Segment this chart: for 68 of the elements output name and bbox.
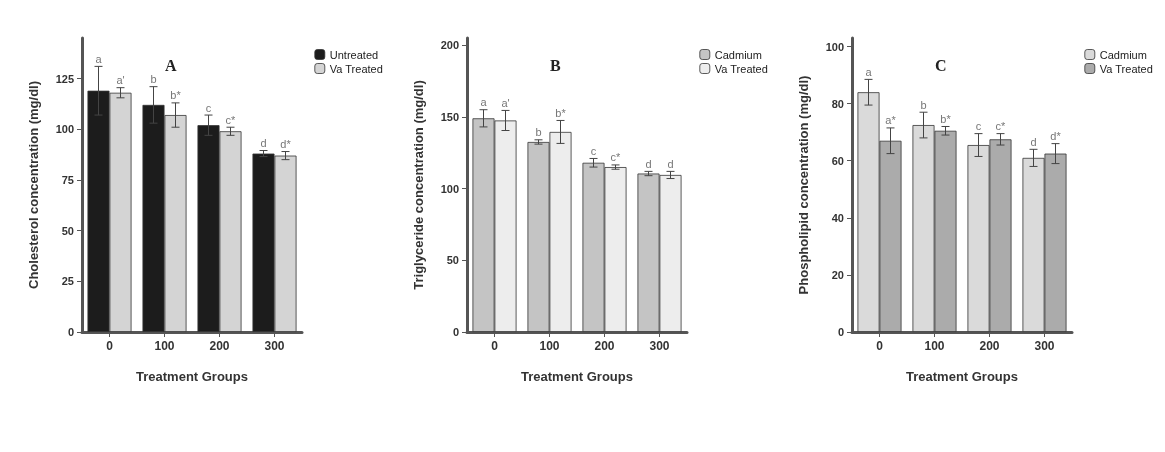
y-tick-label: 100 bbox=[440, 182, 459, 195]
data-label: a' bbox=[501, 96, 510, 109]
legend-label: Cadmium bbox=[714, 48, 762, 61]
data-label: b* bbox=[170, 89, 182, 102]
y-axis-title: Triglyceride concentration (mg/dl) bbox=[411, 80, 426, 290]
legend-label: Va Treated bbox=[714, 62, 768, 75]
y-tick-label: 200 bbox=[440, 39, 459, 52]
x-tick-label: 200 bbox=[594, 339, 615, 353]
y-tick-label: 100 bbox=[55, 123, 74, 136]
legend-label: Untreated bbox=[329, 48, 379, 61]
data-label: c* bbox=[995, 120, 1007, 133]
data-label: c bbox=[205, 101, 212, 114]
data-label: c* bbox=[610, 151, 622, 164]
y-tick-label: 0 bbox=[67, 326, 74, 338]
y-axis-title: Cholesterol concentration (mg/dl) bbox=[26, 80, 41, 290]
y-axis-title: Phospholipid concentration (mg/dl) bbox=[796, 75, 811, 295]
y-tick-label: 25 bbox=[61, 275, 74, 288]
data-label: b* bbox=[555, 106, 567, 119]
data-label: b* bbox=[940, 112, 952, 125]
x-tick-label: 100 bbox=[539, 339, 560, 353]
data-label: d bbox=[260, 137, 267, 150]
x-axis-title: Treatment Groups bbox=[136, 369, 248, 384]
data-label: a* bbox=[885, 114, 897, 127]
x-tick-label: 0 bbox=[491, 339, 499, 353]
y-tick-label: 75 bbox=[61, 173, 74, 186]
y-tick-label: 0 bbox=[837, 326, 844, 338]
data-label: b bbox=[535, 126, 542, 139]
text: B bbox=[550, 56, 561, 74]
y-tick-label: 80 bbox=[831, 97, 844, 110]
data-label: d bbox=[667, 157, 674, 170]
y-tick-label: 50 bbox=[446, 254, 459, 267]
y-tick-label: 150 bbox=[440, 110, 459, 123]
data-label: a bbox=[865, 65, 873, 78]
x-tick-label: 200 bbox=[979, 339, 1000, 353]
data-label: d bbox=[645, 157, 652, 170]
text: A bbox=[165, 56, 177, 74]
x-tick-label: 0 bbox=[876, 339, 884, 353]
x-axis-title: Treatment Groups bbox=[521, 369, 633, 384]
data-label: a bbox=[480, 96, 488, 109]
x-tick-label: 300 bbox=[649, 339, 670, 353]
data-label: d* bbox=[280, 138, 292, 151]
x-tick-label: 100 bbox=[154, 339, 175, 353]
y-tick-label: 60 bbox=[831, 154, 844, 167]
x-tick-label: 0 bbox=[106, 339, 114, 353]
data-label: d bbox=[1030, 135, 1037, 148]
x-axis-title: Treatment Groups bbox=[906, 369, 1018, 384]
x-tick-label: 300 bbox=[264, 339, 285, 353]
y-tick-label: 125 bbox=[55, 72, 74, 85]
data-label: c bbox=[975, 120, 982, 133]
data-label: a' bbox=[116, 74, 125, 87]
legend-label: Va Treated bbox=[1099, 62, 1153, 75]
y-tick-label: 100 bbox=[825, 40, 844, 53]
y-tick-label: 50 bbox=[61, 224, 74, 237]
data-label: b bbox=[920, 98, 927, 111]
y-tick-label: 20 bbox=[831, 268, 844, 281]
data-label: a bbox=[95, 52, 103, 65]
x-tick-label: 100 bbox=[924, 339, 945, 353]
y-tick-label: 40 bbox=[831, 211, 844, 224]
data-label: c* bbox=[225, 113, 237, 126]
text: C bbox=[935, 56, 947, 74]
data-label: b bbox=[150, 73, 157, 86]
x-tick-label: 200 bbox=[209, 339, 230, 353]
data-label: c bbox=[590, 144, 597, 157]
legend-label: Va Treated bbox=[329, 62, 383, 75]
x-tick-label: 300 bbox=[1034, 339, 1055, 353]
data-label: d* bbox=[1050, 130, 1062, 143]
y-tick-label: 0 bbox=[452, 326, 459, 338]
legend-label: Cadmium bbox=[1099, 48, 1147, 61]
